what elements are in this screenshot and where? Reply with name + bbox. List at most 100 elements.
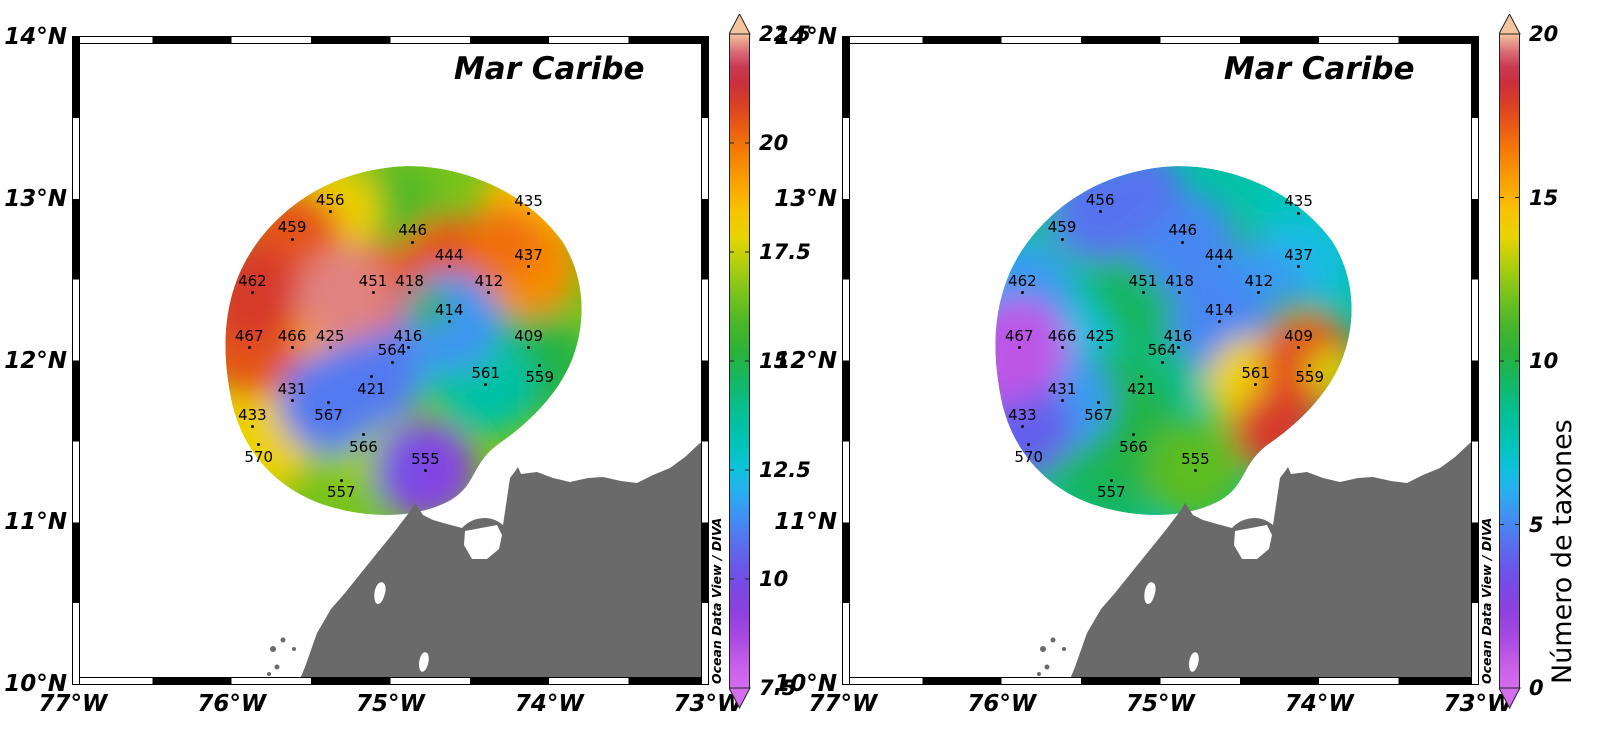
station-dot-567 [327, 401, 331, 405]
colorbar-tick-label: 0 [1529, 676, 1544, 700]
station-label-416: 416 [1163, 326, 1193, 345]
station-label-412: 412 [1244, 271, 1274, 290]
station-dot-570 [257, 443, 261, 447]
station-dot-559 [538, 363, 542, 367]
station-label-435: 435 [1284, 192, 1313, 211]
station-label-555: 555 [411, 449, 440, 468]
colorbar-tick-label: 10 [1529, 349, 1559, 373]
station-dot-425 [1098, 346, 1102, 350]
station-label-459: 459 [277, 218, 307, 237]
lon-tick-label: 77°W [38, 691, 108, 717]
station-label-557: 557 [1096, 483, 1126, 502]
map-frame-top [73, 37, 708, 43]
station-label-462: 462 [238, 271, 267, 290]
panel-title: Mar Caribe [453, 51, 645, 87]
station-label-467: 467 [1004, 326, 1034, 345]
station-label-561: 561 [471, 363, 500, 382]
land-mass [1037, 442, 1478, 684]
station-dot-561 [484, 383, 488, 387]
station-dot-421 [1139, 375, 1143, 379]
station-label-466: 466 [277, 326, 307, 345]
station-label-437: 437 [514, 245, 543, 264]
station-dot-421 [369, 375, 373, 379]
colorbar-gradient [729, 14, 751, 710]
station-dot-418 [1178, 291, 1182, 295]
station-dot-456 [328, 210, 332, 214]
station-label-421: 421 [357, 379, 386, 398]
station-dot-467 [247, 346, 251, 350]
station-dot-412 [1257, 291, 1261, 295]
station-label-467: 467 [234, 326, 264, 345]
credit-text-right: Ocean Data View / DIVA [1479, 517, 1494, 684]
station-dot-435 [527, 211, 531, 215]
station-dot-561 [1254, 383, 1258, 387]
station-dot-570 [1027, 443, 1031, 447]
lat-tick-label: 12°N [774, 347, 837, 374]
station-label-433: 433 [1008, 405, 1037, 424]
station-label-444: 444 [1204, 245, 1234, 264]
lon-tick-label: 77°W [808, 691, 878, 717]
station-dot-444 [1217, 265, 1221, 269]
map-frame-bottom [73, 678, 708, 684]
lat-tick-label: 13°N [4, 185, 67, 212]
map-frame-bottom [843, 678, 1478, 684]
lat-tick-label: 13°N [774, 185, 837, 212]
credit-text-left: Ocean Data View / DIVA [709, 517, 724, 684]
station-dot-409 [1297, 346, 1301, 350]
lon-tick-label: 73°W [1443, 691, 1513, 717]
station-label-446: 446 [398, 221, 427, 240]
station-label-566: 566 [349, 437, 378, 456]
station-label-451: 451 [1128, 271, 1158, 290]
station-dot-409 [527, 346, 531, 350]
map-frame-left [73, 37, 79, 684]
station-label-567: 567 [314, 405, 343, 424]
station-dot-564 [1160, 360, 1164, 364]
station-dot-456 [1098, 210, 1102, 214]
station-dot-431 [1060, 399, 1064, 403]
station-dot-433 [1020, 425, 1024, 429]
station-label-466: 466 [1047, 326, 1077, 345]
station-dot-459 [290, 237, 294, 241]
colorbar-right [1499, 14, 1569, 724]
station-label-561: 561 [1241, 363, 1270, 382]
station-label-557: 557 [326, 483, 356, 502]
station-label-418: 418 [395, 271, 424, 290]
station-dot-466 [290, 346, 294, 350]
station-label-437: 437 [1284, 245, 1313, 264]
station-dot-416 [406, 346, 410, 350]
map-frame-right [1472, 37, 1478, 684]
colorbar-arrow-down [1499, 687, 1521, 710]
station-label-425: 425 [315, 326, 345, 345]
station-label-564: 564 [377, 341, 407, 360]
station-label-444: 444 [434, 245, 464, 264]
map-frame-right [702, 37, 708, 684]
station-label-462: 462 [1008, 271, 1037, 290]
station-dot-567 [1097, 401, 1101, 405]
station-label-433: 433 [238, 405, 267, 424]
station-dot-459 [1060, 237, 1064, 241]
station-label-431: 431 [1047, 379, 1077, 398]
station-label-414: 414 [434, 300, 464, 319]
station-label-409: 409 [514, 326, 543, 345]
station-dot-462 [250, 291, 254, 295]
lat-tick-label: 14°N [774, 24, 837, 50]
station-label-570: 570 [244, 447, 273, 466]
lon-tick-label: 74°W [1284, 691, 1354, 717]
station-dot-451 [371, 291, 375, 295]
station-dot-559 [1308, 363, 1312, 367]
station-dot-444 [447, 265, 451, 269]
map-plot-right: Mar Caribe 456 459 446 435 444 437 462 451 418 41… [843, 37, 1478, 684]
station-label-564: 564 [1147, 341, 1177, 360]
station-dot-555 [1193, 469, 1197, 472]
panel-title: Mar Caribe [1223, 51, 1415, 87]
colorbar-tick-label: 17.5 [759, 240, 811, 264]
colorbar-arrow-down [729, 687, 751, 710]
station-dot-418 [408, 291, 412, 295]
station-label-416: 416 [393, 326, 423, 345]
lat-tick-label: 14°N [4, 24, 67, 50]
station-dot-451 [1141, 291, 1145, 295]
station-label-412: 412 [474, 271, 504, 290]
station-dot-564 [390, 360, 394, 364]
station-dot-416 [1176, 346, 1180, 350]
